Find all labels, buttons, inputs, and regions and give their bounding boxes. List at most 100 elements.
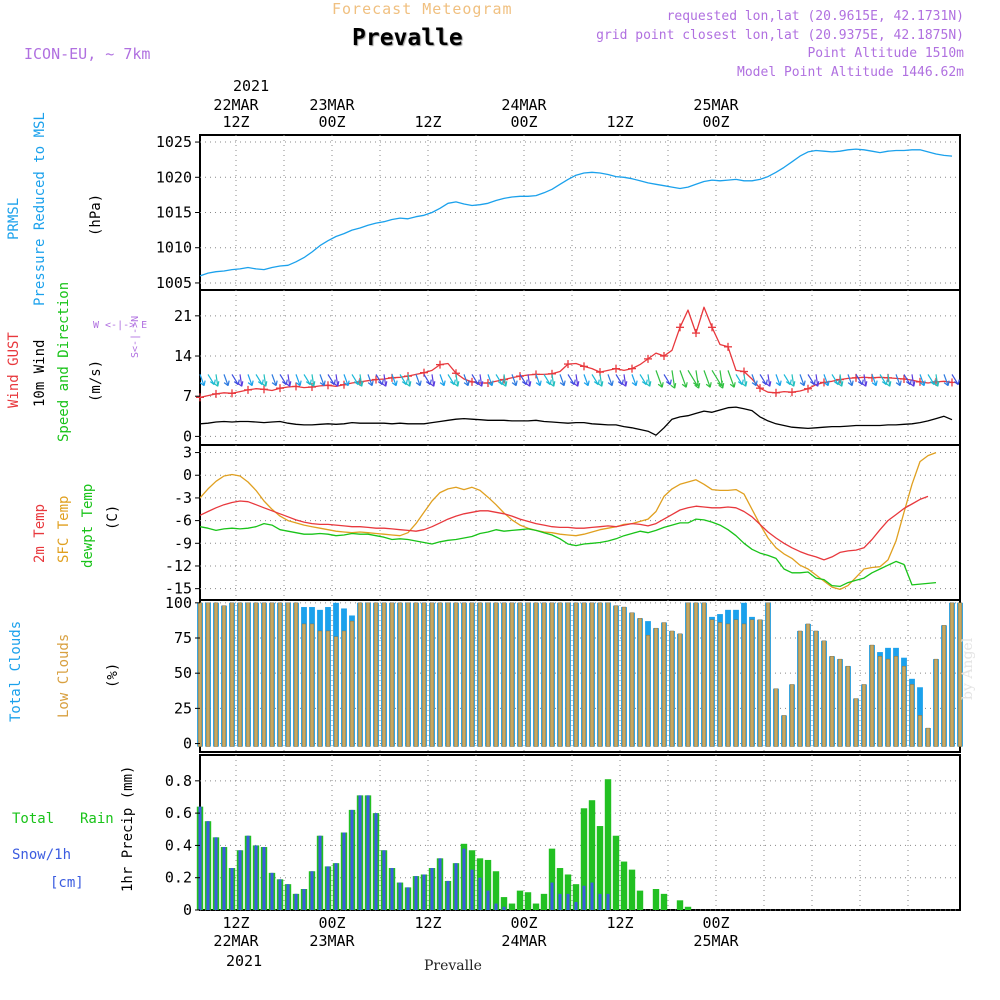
wind-direction-arrow	[889, 381, 892, 387]
panel-frames	[199, 134, 961, 911]
low-clouds-bar	[597, 602, 603, 747]
wind-direction-arrow	[553, 381, 556, 387]
y-tick-label: 0	[183, 901, 192, 919]
wind-direction-arrow	[335, 374, 339, 387]
wind-direction-arrow	[599, 374, 603, 387]
y-tick-label: 1005	[156, 274, 192, 292]
wind-direction-arrow	[871, 382, 877, 387]
wind-direction-arrow	[887, 374, 891, 387]
wind-direction-arrow	[209, 381, 215, 386]
wind-direction-arrow	[657, 383, 663, 388]
rain-bar	[620, 861, 628, 910]
y-tick-label: 14	[174, 347, 192, 365]
wind-direction-arrow	[717, 382, 722, 387]
wind-direction-arrow	[359, 374, 363, 387]
wind-direction-arrow	[233, 381, 239, 386]
low-clouds-bar	[357, 602, 363, 747]
temp-2m-label: 2m Temp	[32, 503, 48, 563]
low-clouds-bar	[909, 684, 915, 747]
wind-direction-arrow	[319, 374, 325, 386]
rain-bar	[556, 868, 564, 910]
low-clouds-bar	[789, 684, 795, 747]
wind-direction-arrow	[641, 381, 647, 386]
low-clouds-bar	[413, 602, 419, 747]
y-tick-label: 0	[183, 427, 192, 445]
rain-bar	[540, 893, 548, 910]
wind-direction-arrow	[281, 381, 287, 386]
wind-direction-arrow	[737, 381, 743, 386]
rain-bar	[532, 903, 540, 910]
wind-direction-arrow	[467, 380, 470, 386]
wind-direction-arrow	[809, 381, 815, 386]
wind-direction-arrow	[909, 382, 915, 387]
low-clouds-bar	[453, 602, 459, 747]
wind-direction-arrow	[337, 381, 340, 387]
wind-direction-arrow	[353, 381, 359, 386]
wind-direction-arrow	[733, 382, 736, 388]
rain-bar	[572, 884, 580, 910]
wind-direction-arrow	[313, 381, 316, 387]
wind-direction-arrow	[687, 370, 698, 387]
wind-direction-arrow	[481, 381, 484, 387]
rain-bar	[636, 890, 644, 910]
wind-direction-arrow	[827, 380, 830, 386]
snow-bar	[286, 884, 290, 910]
low-clouds-bar	[501, 602, 507, 747]
wind-direction-arrow	[311, 374, 315, 387]
wind-direction-arrow	[631, 382, 637, 387]
low-clouds-bar	[229, 602, 235, 747]
wind-direction-arrow	[709, 382, 712, 388]
wind-direction-arrow	[357, 382, 363, 387]
snow-bar	[382, 850, 386, 910]
low-clouds-bar	[333, 636, 339, 747]
y-tick-label: 75	[174, 629, 192, 647]
wind-direction-arrow	[343, 374, 349, 386]
wind-direction-arrow	[433, 381, 436, 387]
low-clouds-bar	[741, 623, 747, 747]
wind-direction-arrow	[789, 382, 795, 387]
rain-bar	[628, 869, 636, 910]
rain-bar	[604, 779, 612, 910]
wind-direction-arrow	[765, 382, 771, 387]
year-bottom: 2021	[226, 952, 263, 970]
wind-direction-arrow	[803, 380, 806, 386]
low-clouds-bar	[637, 618, 643, 747]
low-clouds-bar	[341, 630, 347, 747]
low-clouds-bar	[661, 622, 667, 747]
precip-snow-unit-label: [cm]	[50, 875, 84, 891]
time-label-top: 00Z	[318, 113, 345, 131]
wind-direction-arrow	[685, 382, 688, 388]
wind-direction-arrow	[957, 379, 960, 385]
wind-direction-arrow	[529, 381, 532, 387]
wind-direction-arrow	[511, 374, 517, 386]
low-clouds-bar	[309, 623, 315, 747]
wind-direction-arrow	[779, 380, 782, 386]
wind-direction-arrow	[647, 374, 651, 387]
wind-direction-arrow	[761, 381, 767, 386]
wind-direction-arrow	[601, 381, 604, 387]
low-clouds-bar	[605, 602, 611, 747]
y-tick-label: -12	[165, 557, 192, 575]
wind-direction-arrow	[617, 381, 623, 386]
low-clouds-bar	[621, 606, 627, 747]
low-clouds-bar	[517, 602, 523, 747]
wind-direction-arrow	[937, 381, 940, 387]
y-tick-label: -9	[174, 534, 192, 552]
snow-bar	[342, 832, 346, 910]
wind-direction-arrow	[623, 374, 627, 387]
low-clouds-bar	[813, 630, 819, 747]
low-clouds-bar	[269, 602, 275, 747]
wind-direction-arrow	[751, 382, 757, 387]
low-clouds-bar	[765, 602, 771, 747]
low-clouds-bar	[293, 602, 299, 747]
snow-bar	[294, 893, 298, 910]
wind-direction-arrow	[694, 384, 700, 389]
wind-direction-arrow	[473, 381, 479, 386]
wind-direction-arrow	[863, 374, 867, 387]
rain-bar	[500, 897, 508, 910]
wind-direction-arrow	[521, 381, 527, 386]
wind-direction-arrow	[535, 374, 541, 386]
wind-direction-arrow	[511, 382, 517, 387]
low-clouds-bar	[781, 715, 787, 747]
low-clouds-bar	[901, 665, 907, 747]
